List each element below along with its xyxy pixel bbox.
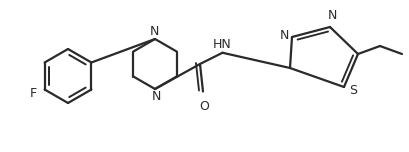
Text: N: N xyxy=(326,9,336,22)
Text: O: O xyxy=(199,100,209,112)
Text: N: N xyxy=(279,29,288,43)
Text: S: S xyxy=(348,85,356,97)
Text: N: N xyxy=(151,90,160,103)
Text: N: N xyxy=(149,25,158,38)
Text: F: F xyxy=(30,87,37,100)
Text: HN: HN xyxy=(213,38,231,51)
